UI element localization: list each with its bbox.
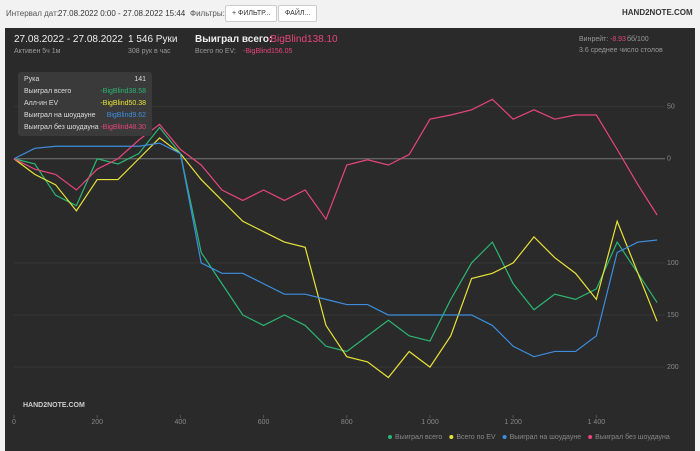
y-tick-label: 50 (667, 104, 675, 111)
ev-value: -BigBlind156.05 (243, 48, 293, 55)
x-tick-label: 1 000 (421, 419, 439, 426)
legend-label: Всего по EV (456, 434, 496, 441)
file-button[interactable]: ФАЙЛ... (278, 5, 318, 22)
active: Активен 5ч 1м (14, 48, 61, 55)
legend-dot (502, 435, 507, 439)
tooltip-label: Рука (24, 76, 40, 83)
chart-logo: HAND2NOTE.COM (23, 402, 85, 409)
tooltip-row: Выиграл всего -BigBlind38.58 (24, 86, 146, 98)
ev-label: Всего по EV: (195, 48, 236, 55)
won-value: -BigBlind138.10 (267, 34, 338, 45)
date-label: Интервал дат: (6, 9, 59, 18)
won-label: Выиграл всего: (195, 34, 273, 45)
y-tick-label: 150 (667, 312, 679, 319)
filters-label: Фильтры: (190, 9, 225, 18)
tooltip-label: Алл-ин EV (24, 100, 59, 107)
tooltip: Рука 141 Выиграл всего -BigBlind38.58 Алл-ин… (18, 72, 152, 136)
tooltip-value: -BigBlind38.58 (100, 88, 146, 95)
legend-label: Выиграл без шоудауна (595, 433, 670, 441)
y-tick-label: 200 (667, 364, 679, 371)
tooltip-label: Выиграл без шоудауна (24, 124, 99, 131)
tooltip-label: Выиграл всего (24, 88, 72, 95)
legend-label: Выиграл всего (395, 434, 442, 441)
legend-dot (588, 435, 593, 439)
winrate-label: Винрейт: (579, 36, 609, 43)
tooltip-value: 141 (134, 76, 146, 83)
x-tick-label: 1 400 (588, 419, 606, 426)
x-tick-label: 1 200 (504, 419, 522, 426)
series-line (13, 98, 658, 221)
x-tick-label: 800 (341, 419, 353, 426)
tables: 3.6 среднее число столов (579, 47, 663, 54)
hands: 1 546 Руки (128, 34, 178, 45)
series-line (13, 126, 658, 353)
legend-label: Выиграл на шоудауне (510, 434, 582, 441)
series-line (13, 142, 658, 358)
x-tick-label: 600 (258, 419, 270, 426)
y-tick-label: 0 (667, 156, 671, 163)
legend-dot (449, 435, 454, 439)
date-range[interactable]: 27.08.2022 0:00 - 27.08.2022 15:44 (58, 9, 186, 18)
chart-panel: 27.08.2022 - 27.08.2022 Активен 5ч 1м 1 … (5, 28, 695, 451)
tooltip-row: Выиграл без шоудауна -BigBlind48.30 (24, 122, 146, 134)
tooltip-row: Выиграл на шоудауне BigBlind9.62 (24, 110, 146, 122)
tooltip-row: Алл-ин EV -BigBlind50.38 (24, 98, 146, 110)
per-hour: 308 рук в час (128, 48, 171, 55)
tooltip-value: -BigBlind50.38 (100, 100, 146, 107)
series-line (13, 137, 658, 379)
x-tick-label: 200 (91, 419, 103, 426)
tooltip-value: BigBlind9.62 (106, 112, 146, 119)
logo: HAND2NOTE.COM (622, 8, 693, 17)
y-tick-label: 100 (667, 260, 679, 267)
legend-dot (388, 435, 392, 439)
winrate-unit: бб/100 (627, 36, 649, 43)
x-tick-label: 0 (12, 419, 16, 426)
tooltip-row: Рука 141 (24, 74, 146, 86)
tooltip-value: -BigBlind48.30 (100, 124, 146, 131)
period: 27.08.2022 - 27.08.2022 (14, 34, 123, 45)
winrate-value: -8.93 (610, 36, 626, 43)
x-tick-label: 400 (175, 419, 187, 426)
tooltip-label: Выиграл на шоудауне (24, 112, 96, 119)
filter-button[interactable]: + ФИЛЬТР... (225, 5, 278, 22)
